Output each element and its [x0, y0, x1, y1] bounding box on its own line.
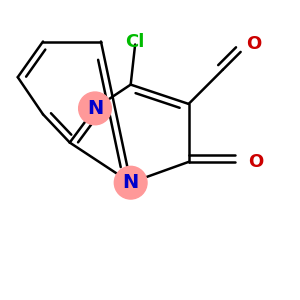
Text: Cl: Cl [125, 32, 145, 50]
Text: N: N [87, 99, 103, 118]
Text: N: N [123, 173, 139, 192]
Circle shape [79, 92, 111, 125]
Text: O: O [248, 153, 263, 171]
Circle shape [114, 166, 147, 199]
Text: O: O [246, 35, 262, 53]
